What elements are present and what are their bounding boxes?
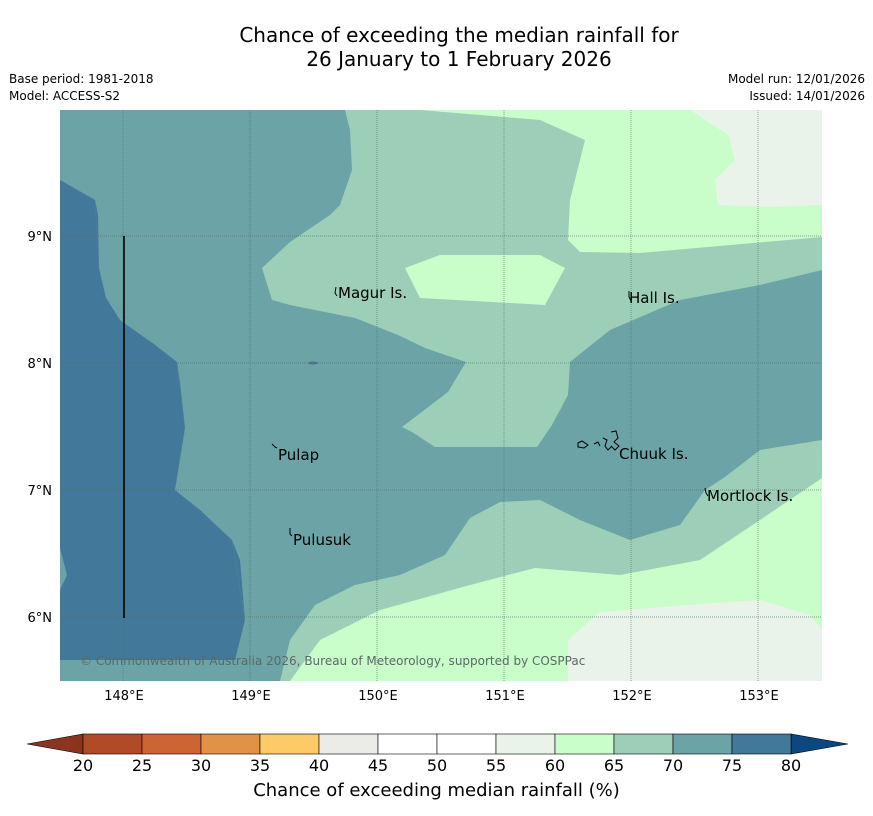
- pulusuk-island-shape: [289, 528, 293, 537]
- place-label-mortlock: Mortlock Is.: [707, 487, 793, 505]
- colorbar-under-arrow: [26, 733, 84, 755]
- place-label-magur: Magur Is.: [338, 284, 407, 302]
- colorbar-tick-label: 60: [545, 756, 565, 775]
- magur-island-shape: [334, 286, 338, 297]
- colorbar-swatch: [200, 733, 261, 755]
- colorbar-tick-label: 40: [309, 756, 329, 775]
- lat-tick-8n: 8°N: [28, 357, 53, 372]
- pulap-island-shape: [271, 443, 278, 449]
- lon-tick-150: 150°E: [358, 689, 398, 704]
- colorbar-swatch: [436, 733, 497, 755]
- latitude-ticks: 9°N 8°N 7°N 6°N: [28, 230, 53, 626]
- colorbar-swatch: [377, 733, 438, 755]
- contour-60-65-island: [405, 255, 565, 305]
- colorbar-tick-label: 45: [368, 756, 388, 775]
- colorbar-tick-label: 70: [663, 756, 683, 775]
- colorbar-tick-label: 30: [191, 756, 211, 775]
- place-label-pulap: Pulap: [278, 446, 319, 464]
- contour-60-65-north: [400, 110, 822, 253]
- colorbar-swatch: [141, 733, 202, 755]
- lon-tick-152: 152°E: [612, 689, 652, 704]
- place-label-hall: Hall Is.: [629, 289, 680, 307]
- colorbar: 20 25 30 35 40 45 50 55 60 65 70 75 80: [26, 733, 849, 775]
- colorbar-swatch: [82, 733, 143, 755]
- lon-tick-153: 153°E: [739, 689, 779, 704]
- title-line-1: Chance of exceeding the median rainfall …: [239, 23, 679, 47]
- chuuk-islet-2: [593, 441, 601, 447]
- issued-date: Issued: 14/01/2026: [749, 89, 865, 103]
- colorbar-tick-label: 75: [722, 756, 742, 775]
- model-name: Model: ACCESS-S2: [9, 89, 121, 103]
- lon-tick-151: 151°E: [485, 689, 525, 704]
- base-period: Base period: 1981-2018: [9, 72, 154, 86]
- lat-tick-9n: 9°N: [28, 230, 53, 245]
- contour-75-80-west: [60, 180, 245, 660]
- chuuk-islet-1: [577, 440, 589, 449]
- colorbar-tick-label: 50: [427, 756, 447, 775]
- colorbar-swatch: [495, 733, 556, 755]
- lat-tick-6n: 6°N: [28, 611, 53, 626]
- colorbar-tick-label: 65: [604, 756, 624, 775]
- contour-55-60-southeast: [568, 600, 822, 681]
- hall-island-shape: [628, 291, 632, 302]
- contour-lines: [60, 179, 246, 661]
- contour-55-60-northeast: [690, 110, 822, 207]
- colorbar-swatch: [554, 733, 615, 755]
- colorbar-swatch: [731, 733, 792, 755]
- graticule: [60, 110, 822, 681]
- colorbar-tick-label: 55: [486, 756, 506, 775]
- colorbar-tick-label: 80: [781, 756, 801, 775]
- lon-tick-149: 149°E: [231, 689, 271, 704]
- chuuk-islet-3: [602, 437, 613, 451]
- colorbar-tick-label: 35: [250, 756, 270, 775]
- lat-tick-7n: 7°N: [28, 484, 53, 499]
- lon-tick-148: 148°E: [104, 689, 144, 704]
- contour-70-75: [60, 110, 822, 681]
- colorbar-tick-label: 20: [73, 756, 93, 775]
- copyright-notice: © Commonwealth of Australia 2026, Bureau…: [80, 654, 585, 668]
- place-label-pulusuk: Pulusuk: [293, 531, 351, 549]
- model-run: Model run: 12/01/2026: [727, 72, 865, 86]
- longitude-ticks: 148°E 149°E 150°E 151°E 152°E 153°E: [104, 689, 779, 704]
- place-labels: Magur Is. Hall Is. Pulap Chuuk Is. Mortl…: [278, 284, 793, 549]
- colorbar-swatch: [613, 733, 674, 755]
- colorbar-tick-label: 25: [132, 756, 152, 775]
- colorbar-swatch: [672, 733, 733, 755]
- title-line-2: 26 January to 1 February 2026: [306, 47, 612, 71]
- islands: [271, 286, 709, 537]
- colorbar-swatch: [259, 733, 320, 755]
- place-label-chuuk: Chuuk Is.: [619, 445, 688, 463]
- rainfall-contour-map: [60, 110, 822, 681]
- colorbar-label: Chance of exceeding median rainfall (%): [253, 780, 620, 801]
- colorbar-over-arrow: [790, 733, 849, 755]
- chuuk-islet-4: [610, 430, 620, 451]
- mortlock-island-shape: [704, 487, 709, 497]
- colorbar-swatch: [318, 733, 379, 755]
